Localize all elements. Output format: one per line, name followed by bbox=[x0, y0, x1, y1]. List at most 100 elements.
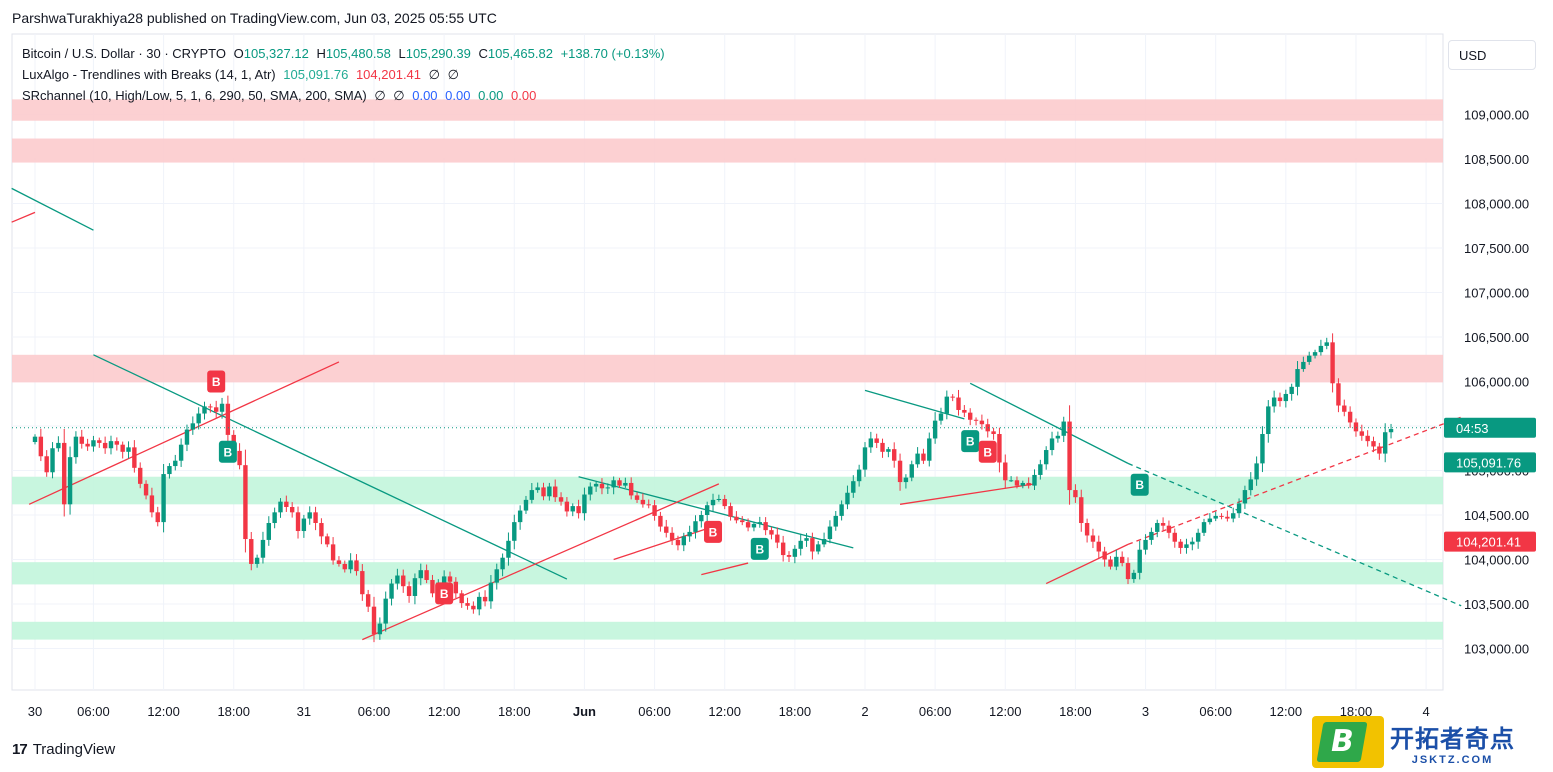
candle-body bbox=[892, 449, 897, 461]
candle-body bbox=[155, 512, 160, 523]
candle bbox=[634, 492, 640, 503]
candle-body bbox=[1055, 435, 1061, 439]
candle-body bbox=[740, 520, 745, 523]
trendline bbox=[1045, 543, 1129, 585]
candle bbox=[886, 446, 891, 458]
candle-body bbox=[412, 578, 418, 596]
price-badge-bg bbox=[1444, 452, 1536, 473]
signal-badge: B bbox=[435, 582, 454, 605]
candle bbox=[482, 590, 488, 607]
candle-body bbox=[1119, 556, 1125, 564]
candle-body bbox=[962, 409, 967, 413]
candle bbox=[360, 564, 365, 601]
legend-luxalgo-line: LuxAlgo - Trendlines with Breaks (14, 1,… bbox=[22, 67, 463, 83]
candle bbox=[1336, 378, 1341, 413]
candle-body bbox=[1301, 361, 1306, 370]
candle bbox=[62, 428, 67, 517]
currency-selector[interactable]: USD bbox=[1448, 40, 1536, 70]
candle-body bbox=[804, 538, 809, 541]
signal-badge-bg bbox=[207, 370, 226, 393]
candle bbox=[1236, 498, 1242, 518]
candle bbox=[395, 568, 400, 590]
candle bbox=[459, 590, 464, 608]
candle bbox=[161, 464, 166, 533]
time-axis-tick: 18:00 bbox=[217, 704, 250, 719]
candle bbox=[652, 500, 657, 521]
candle bbox=[138, 462, 143, 489]
candle bbox=[740, 516, 745, 526]
candle-body bbox=[909, 464, 914, 478]
candle bbox=[1342, 399, 1347, 417]
candle-body bbox=[897, 460, 903, 483]
trendline bbox=[864, 389, 965, 420]
candle-body bbox=[1307, 355, 1312, 362]
candle bbox=[921, 448, 926, 464]
time-axis-tick: 3 bbox=[1142, 704, 1149, 719]
candle bbox=[1359, 424, 1365, 441]
candle-body bbox=[73, 436, 79, 458]
candle-body bbox=[582, 494, 587, 514]
candle bbox=[570, 503, 575, 517]
candle bbox=[716, 494, 722, 502]
candle-body bbox=[488, 582, 494, 602]
candle-body bbox=[704, 505, 710, 515]
time-axis-tick: 06:00 bbox=[919, 704, 952, 719]
price-axis-tick: 104,000.00 bbox=[1464, 553, 1529, 568]
candle bbox=[184, 424, 190, 452]
candle-body bbox=[260, 539, 266, 558]
time-axis[interactable]: 30 06:00 12:00 18:00 31 06:00 12:00 18:00 Jun 06:… bbox=[28, 704, 1430, 719]
price-badges: 04:53 105,091.76 104,201.41 bbox=[1444, 417, 1536, 552]
candle bbox=[1043, 446, 1049, 470]
legend-luxalgo-name[interactable]: LuxAlgo - Trendlines with Breaks (14, 1,… bbox=[22, 67, 276, 82]
candle bbox=[558, 492, 564, 506]
candle-body bbox=[336, 560, 342, 564]
candle bbox=[1207, 513, 1213, 525]
candle-body bbox=[500, 557, 505, 570]
time-axis-tick: 12:00 bbox=[428, 704, 461, 719]
candle bbox=[213, 400, 219, 418]
trendline bbox=[578, 476, 854, 549]
candle-body bbox=[745, 522, 751, 528]
price-badge: 105,091.76 bbox=[1444, 452, 1536, 473]
candle-body bbox=[266, 523, 271, 540]
candle-body bbox=[1108, 559, 1113, 567]
candle bbox=[377, 617, 383, 640]
trendline bbox=[11, 211, 36, 223]
candle-body bbox=[547, 486, 552, 497]
candle bbox=[816, 540, 821, 555]
candle bbox=[1289, 383, 1294, 401]
candle bbox=[1061, 416, 1066, 443]
price-axis[interactable]: 109,000.00 108,500.00 108,000.00 107,500.00… bbox=[1464, 108, 1529, 657]
legend-srchannel-name[interactable]: SRchannel (10, High/Low, 5, 1, 6, 290, 5… bbox=[22, 88, 367, 103]
price-axis-tick: 108,500.00 bbox=[1464, 152, 1529, 167]
candle-body bbox=[570, 506, 575, 512]
candle-body bbox=[769, 530, 774, 535]
candle bbox=[354, 554, 359, 576]
candle bbox=[319, 518, 324, 545]
candle-body bbox=[377, 623, 383, 635]
candle-body bbox=[97, 440, 102, 443]
legend-symbol[interactable]: Bitcoin / U.S. Dollar · 30 · CRYPTO bbox=[22, 46, 226, 61]
candle-body bbox=[1020, 482, 1026, 486]
candle bbox=[997, 427, 1002, 473]
candle bbox=[938, 407, 944, 425]
candle bbox=[1242, 485, 1248, 509]
candle-body bbox=[1143, 539, 1148, 550]
candle-body bbox=[219, 403, 225, 412]
candle-body bbox=[1353, 422, 1359, 432]
candle-body bbox=[827, 526, 833, 540]
candle bbox=[1301, 356, 1306, 372]
tradingview-footer[interactable]: 17 TradingView bbox=[12, 741, 115, 758]
candle bbox=[710, 493, 716, 512]
candle bbox=[880, 438, 885, 458]
candle-body bbox=[143, 483, 149, 496]
candle bbox=[804, 533, 809, 547]
candle-body bbox=[1079, 497, 1084, 524]
candle-body bbox=[1008, 480, 1014, 482]
candle bbox=[1266, 400, 1271, 443]
candle-body bbox=[1359, 431, 1365, 436]
candle-body bbox=[1043, 450, 1049, 465]
candle-body bbox=[845, 492, 850, 505]
candle-body bbox=[50, 448, 55, 473]
